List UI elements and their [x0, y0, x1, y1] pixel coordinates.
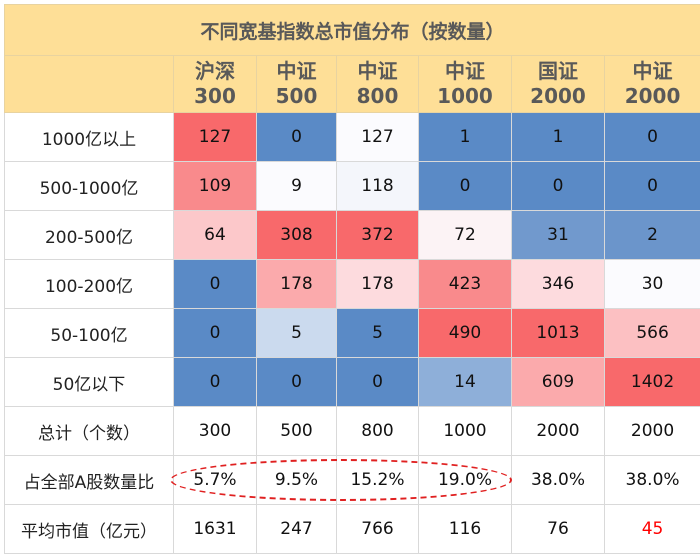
- summary-cell: 1631: [173, 504, 257, 554]
- heat-cell: 1013: [511, 308, 605, 358]
- heat-cell: 1: [418, 112, 512, 162]
- column-header: 中证 500: [256, 55, 337, 113]
- heat-cell: 0: [418, 161, 512, 211]
- heat-cell: 5: [256, 308, 337, 358]
- table-row: 200-500亿 64 308 372 72 31 2: [4, 210, 700, 260]
- heat-cell: 0: [511, 161, 605, 211]
- heat-cell: 178: [256, 259, 337, 309]
- row-label: 占全部A股数量比: [4, 455, 174, 505]
- summary-cell: 500: [256, 406, 337, 456]
- column-header: 国证 2000: [511, 55, 605, 113]
- table-row: 1000亿以上 127 0 127 1 1 0: [4, 112, 700, 162]
- summary-cell: 38.0%: [511, 455, 605, 505]
- corner-header: [4, 55, 174, 113]
- table-row: 100-200亿 0 178 178 423 346 30: [4, 259, 700, 309]
- row-label: 500-1000亿: [4, 161, 174, 211]
- heat-cell: 1: [511, 112, 605, 162]
- row-label: 200-500亿: [4, 210, 174, 260]
- summary-cell: 116: [418, 504, 512, 554]
- summary-cell: 766: [336, 504, 419, 554]
- table-title: 不同宽基指数总市值分布（按数量）: [3, 4, 700, 56]
- row-label: 50-100亿: [4, 308, 174, 358]
- heat-cell: 346: [511, 259, 605, 309]
- summary-cell: 15.2%: [336, 455, 419, 505]
- heat-cell: 64: [173, 210, 257, 260]
- heat-cell: 372: [336, 210, 419, 260]
- heat-cell: 31: [511, 210, 605, 260]
- heat-cell: 423: [418, 259, 512, 309]
- row-label: 总计（个数）: [4, 406, 174, 456]
- row-label: 50亿以下: [4, 357, 174, 407]
- summary-cell: 76: [511, 504, 605, 554]
- heat-cell: 566: [603, 308, 700, 358]
- summary-cell: 300: [173, 406, 257, 456]
- heat-cell: 0: [336, 357, 419, 407]
- heat-cell: 30: [603, 259, 700, 309]
- heat-cell: 2: [603, 210, 700, 260]
- heat-cell: 127: [336, 112, 419, 162]
- summary-cell: 247: [256, 504, 337, 554]
- heat-cell: 72: [418, 210, 512, 260]
- market-cap-distribution-table: 不同宽基指数总市值分布（按数量） 沪深 300 中证 500 中证 800 中证 100…: [3, 4, 700, 554]
- table-row: 50-100亿 0 5 5 490 1013 566: [4, 308, 700, 358]
- table-row: 500-1000亿 109 9 118 0 0 0: [4, 161, 700, 211]
- share-ratio-row: 占全部A股数量比 5.7% 9.5% 15.2% 19.0% 38.0% 38.…: [4, 455, 700, 505]
- heat-cell: 308: [256, 210, 337, 260]
- row-label: 平均市值（亿元）: [4, 504, 174, 554]
- heat-cell: 109: [173, 161, 257, 211]
- heat-cell: 118: [336, 161, 419, 211]
- column-header: 中证 2000: [603, 55, 700, 113]
- heat-cell: 0: [173, 357, 257, 407]
- heat-cell: 9: [256, 161, 337, 211]
- column-header: 中证 800: [336, 55, 419, 113]
- heat-cell: 0: [603, 112, 700, 162]
- highlighted-summary-cell: 45: [603, 504, 700, 554]
- heat-cell: 0: [603, 161, 700, 211]
- table-row: 50亿以下 0 0 0 14 609 1402: [4, 357, 700, 407]
- heat-cell: 0: [256, 112, 337, 162]
- column-header: 沪深 300: [173, 55, 257, 113]
- heat-cell: 5: [336, 308, 419, 358]
- avg-market-cap-row: 平均市值（亿元） 1631 247 766 116 76 45: [4, 504, 700, 554]
- summary-cell: 1000: [418, 406, 512, 456]
- heat-cell: 0: [173, 259, 257, 309]
- heat-cell: 609: [511, 357, 605, 407]
- row-label: 1000亿以上: [4, 112, 174, 162]
- column-header: 中证 1000: [418, 55, 512, 113]
- heat-cell: 0: [256, 357, 337, 407]
- heat-cell: 178: [336, 259, 419, 309]
- heat-cell: 14: [418, 357, 512, 407]
- summary-cell: 2000: [511, 406, 605, 456]
- summary-cell: 19.0%: [418, 455, 512, 505]
- summary-cell: 800: [336, 406, 419, 456]
- heat-cell: 490: [418, 308, 512, 358]
- heat-cell: 0: [173, 308, 257, 358]
- summary-cell: 2000: [603, 406, 700, 456]
- heat-cell: 1402: [603, 357, 700, 407]
- total-count-row: 总计（个数） 300 500 800 1000 2000 2000: [4, 406, 700, 456]
- summary-cell: 38.0%: [603, 455, 700, 505]
- heat-cell: 127: [173, 112, 257, 162]
- summary-cell: 9.5%: [256, 455, 337, 505]
- summary-cell: 5.7%: [173, 455, 257, 505]
- row-label: 100-200亿: [4, 259, 174, 309]
- column-header-row: 沪深 300 中证 500 中证 800 中证 1000 国证 2000 中证 2000: [4, 55, 700, 113]
